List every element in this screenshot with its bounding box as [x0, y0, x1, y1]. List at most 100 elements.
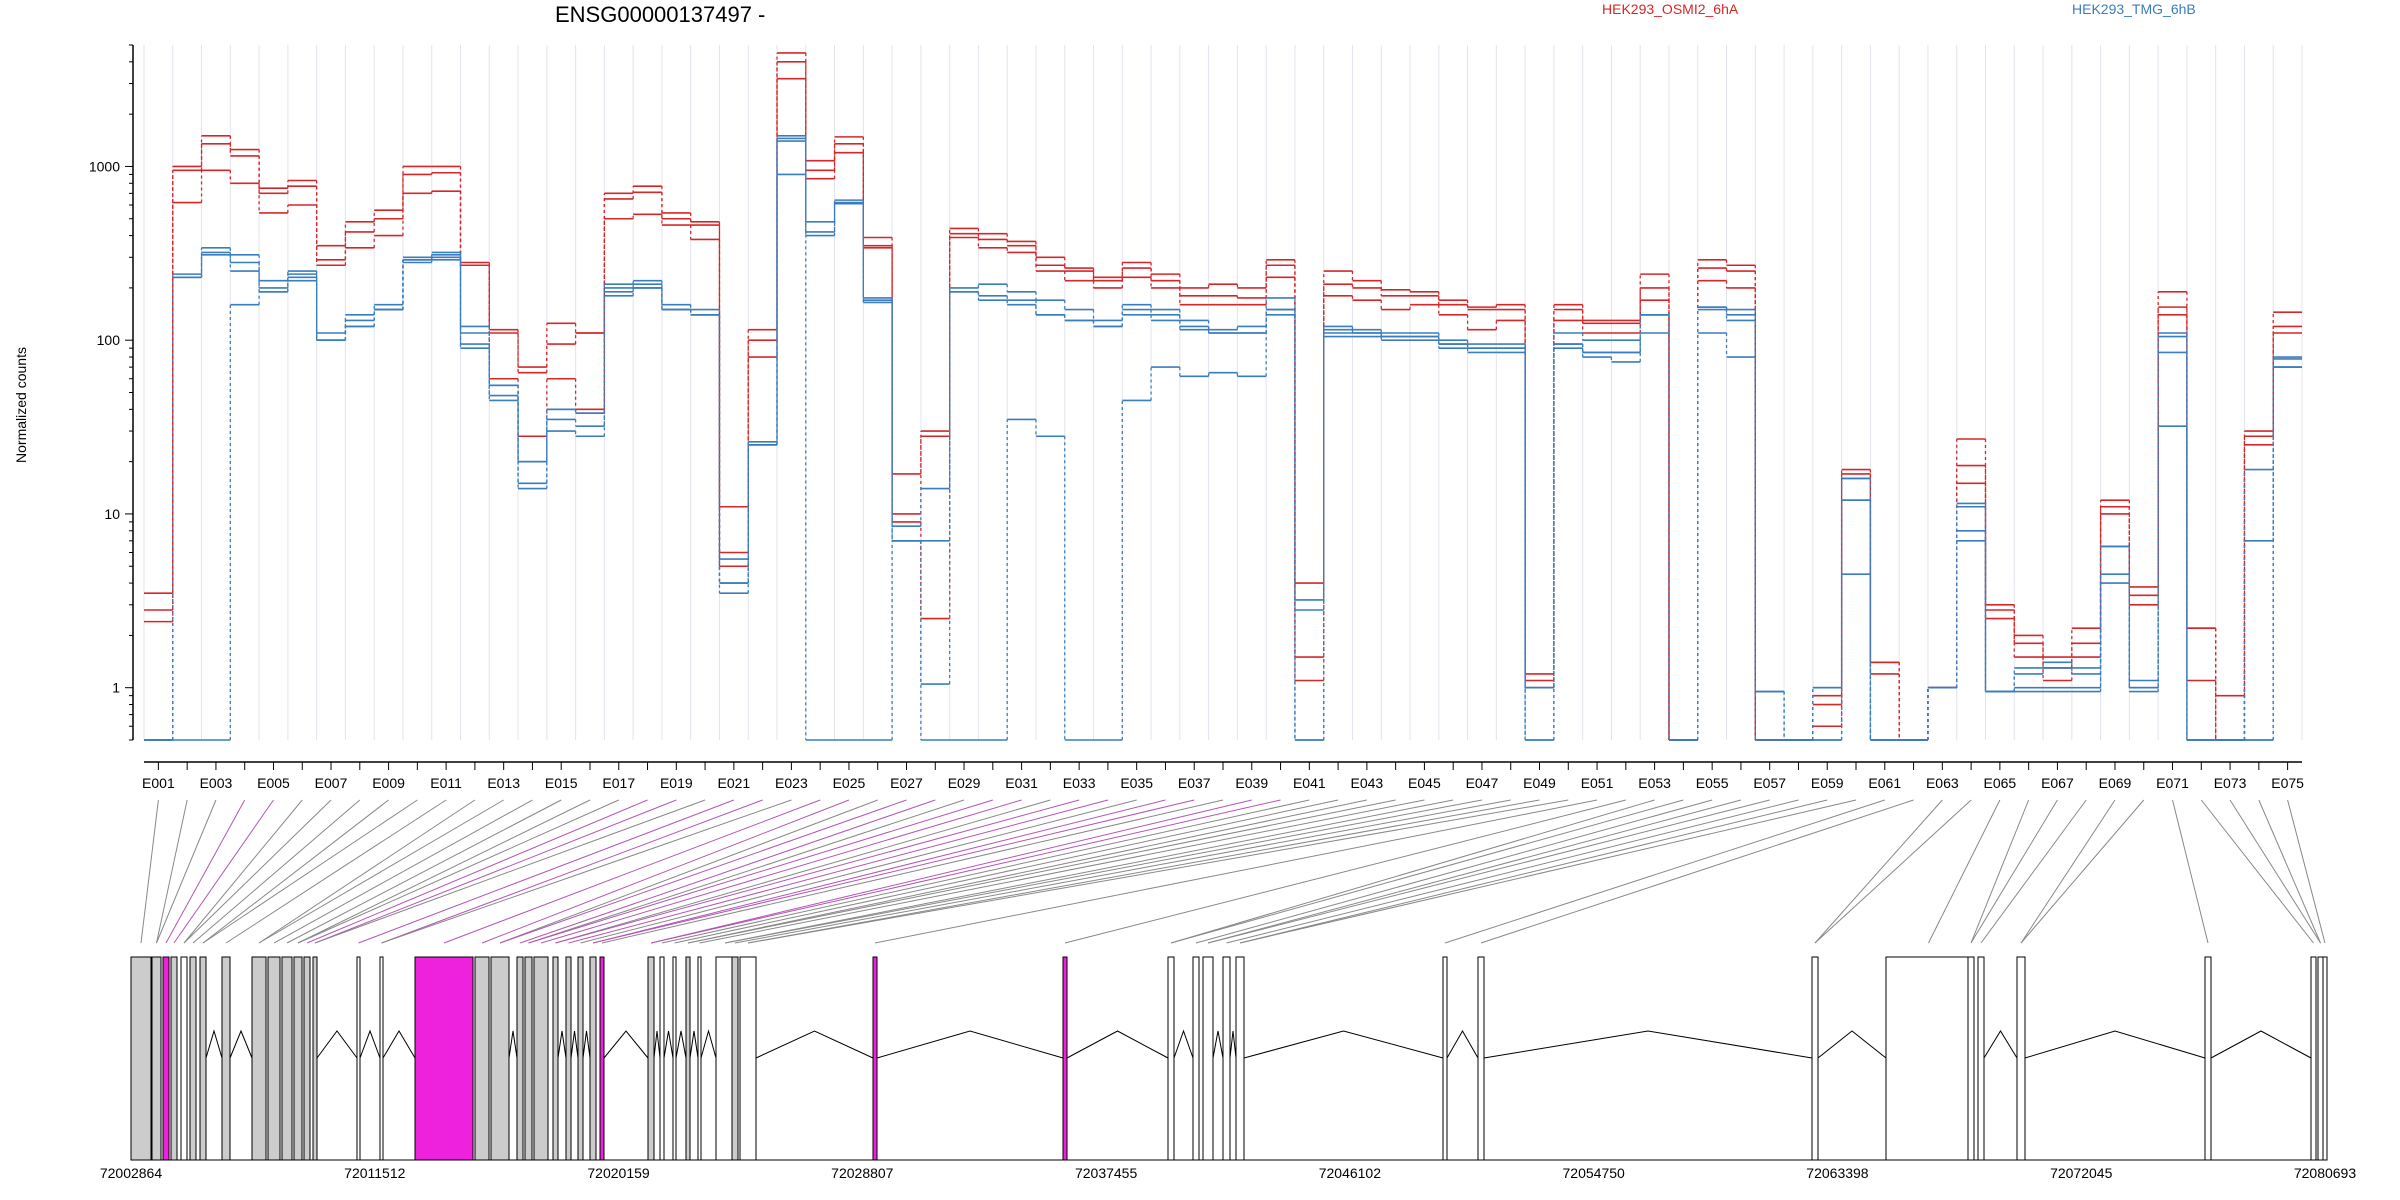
legend-label-tmg: HEK293_TMG_6hB	[2072, 1, 2196, 17]
exon-connector	[2200, 799, 2314, 944]
exon	[1167, 956, 1175, 1161]
exon-connector	[747, 799, 1540, 944]
exon-connector	[358, 799, 735, 944]
exon	[697, 956, 702, 1161]
genomic-coordinate-label: 72072045	[2050, 1165, 2113, 1181]
intron	[876, 1030, 1064, 1059]
y-tick-label: 1000	[89, 158, 120, 174]
x-tick-label: E005	[257, 775, 290, 791]
exon	[1885, 956, 1972, 1161]
genomic-coordinate-label: 72037455	[1075, 1165, 1138, 1181]
exon	[2016, 956, 2026, 1161]
x-tick-label: E031	[1005, 775, 1038, 791]
exon	[490, 956, 510, 1161]
intron	[675, 1030, 687, 1059]
exon-connector	[555, 799, 1051, 944]
intron	[755, 1030, 874, 1059]
exon-connector	[592, 799, 1166, 944]
x-tick-label: E063	[1926, 775, 1959, 791]
exon-connector	[202, 799, 418, 944]
x-tick-label: E041	[1293, 775, 1326, 791]
exon-connector	[225, 799, 447, 944]
exon-connector	[519, 799, 936, 944]
exon-connector	[481, 799, 850, 944]
exon-connector	[2287, 799, 2326, 944]
exon-connector	[1814, 799, 1943, 944]
exon-connector	[2172, 799, 2209, 944]
exon	[1967, 956, 1975, 1161]
exon	[303, 956, 311, 1161]
exon-connector	[650, 799, 1252, 944]
intron	[570, 1030, 579, 1059]
exon-connector	[661, 799, 1310, 944]
intron	[508, 1030, 518, 1059]
exon	[2204, 956, 2212, 1161]
exon-connector	[2258, 799, 2321, 944]
exon-connector	[528, 799, 993, 944]
exon-connector	[674, 799, 1339, 944]
x-tick-label: E053	[1638, 775, 1671, 791]
exon-connector	[499, 799, 878, 944]
exon-connector	[183, 799, 332, 944]
exon-connector	[1195, 799, 1713, 944]
x-tick-label: E051	[1581, 775, 1614, 791]
x-tick-label: E075	[2271, 775, 2304, 791]
exon	[565, 956, 572, 1161]
exon	[672, 956, 677, 1161]
exon-connector	[1928, 799, 2001, 944]
intron	[653, 1030, 661, 1059]
x-tick-label: E037	[1178, 775, 1211, 791]
genomic-coordinate-label: 72011512	[344, 1165, 405, 1181]
exon-connector	[1970, 799, 2030, 944]
exon	[180, 956, 188, 1161]
intron	[1817, 1030, 1887, 1059]
exon	[533, 956, 549, 1161]
intron	[229, 1029, 253, 1059]
exon-connector	[687, 799, 1396, 944]
x-tick-label: E017	[602, 775, 635, 791]
x-tick-label: E015	[545, 775, 578, 791]
exon-connector	[1207, 799, 1742, 944]
exon	[189, 956, 197, 1161]
exon-connector	[443, 799, 821, 944]
intron	[689, 1030, 699, 1059]
exon-connector	[286, 799, 562, 944]
intron	[1446, 1029, 1479, 1059]
exon	[1811, 956, 1819, 1161]
exon-connector	[156, 799, 217, 944]
exon	[647, 956, 655, 1161]
x-tick-label: E045	[1408, 775, 1441, 791]
intron	[1212, 1030, 1224, 1059]
exon	[2322, 956, 2328, 1161]
y-tick-label: 10	[104, 506, 120, 522]
exon-highlighted	[872, 956, 878, 1161]
exon-connector	[173, 799, 274, 944]
genomic-coordinate-label: 72054750	[1563, 1165, 1626, 1181]
exon-connector	[601, 799, 1224, 944]
exon-connector	[555, 799, 1080, 944]
exon	[151, 956, 162, 1161]
exon	[356, 956, 361, 1161]
intron	[1983, 1030, 2018, 1059]
exon-connector	[192, 799, 361, 944]
x-tick-label: E043	[1351, 775, 1384, 791]
intron	[2024, 1030, 2206, 1059]
exon	[267, 956, 281, 1161]
exon-connector	[1444, 799, 1885, 944]
exon-connector	[687, 799, 1367, 944]
y-axis-label: Normalized counts	[13, 347, 29, 463]
exon	[1977, 956, 1985, 1161]
exon-connector	[568, 799, 1109, 944]
exon	[552, 956, 559, 1161]
exon-connector	[273, 799, 533, 944]
x-tick-label: E001	[142, 775, 175, 791]
exon	[1222, 956, 1231, 1161]
x-tick-label: E039	[1235, 775, 1268, 791]
exon	[312, 956, 318, 1161]
intron	[603, 1030, 649, 1059]
exon-connector	[1814, 799, 1972, 944]
exon	[379, 956, 384, 1161]
chart-title: ENSG00000137497 -	[555, 2, 765, 27]
exon-connector	[1170, 799, 1684, 944]
